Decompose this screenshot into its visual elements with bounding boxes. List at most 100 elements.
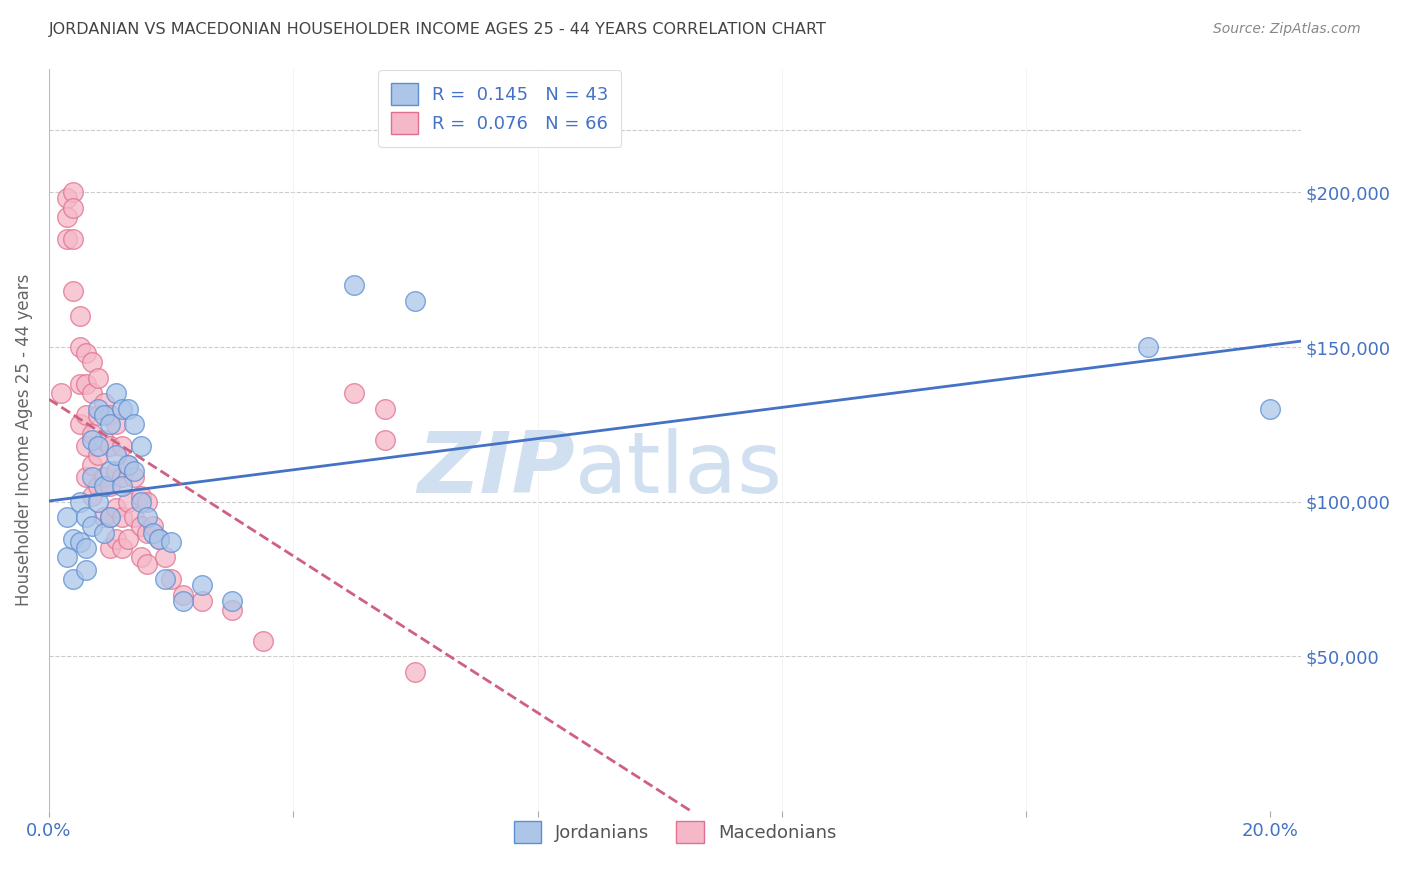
Point <box>98 510 121 524</box>
Point <box>117 458 139 472</box>
Point <box>98 510 121 524</box>
Point <box>75 408 97 422</box>
Point <box>75 510 97 524</box>
Point <box>105 417 128 432</box>
Point <box>142 525 165 540</box>
Point <box>75 377 97 392</box>
Point <box>80 433 103 447</box>
Point <box>124 470 146 484</box>
Point <box>111 541 134 556</box>
Point <box>105 386 128 401</box>
Point <box>98 464 121 478</box>
Point <box>105 464 128 478</box>
Point <box>129 439 152 453</box>
Point <box>93 510 115 524</box>
Point <box>111 470 134 484</box>
Point <box>135 494 157 508</box>
Point <box>124 510 146 524</box>
Point <box>69 535 91 549</box>
Point <box>135 525 157 540</box>
Point <box>93 408 115 422</box>
Point <box>87 439 110 453</box>
Point <box>62 572 84 586</box>
Point <box>252 634 274 648</box>
Point <box>62 532 84 546</box>
Point <box>160 535 183 549</box>
Point <box>148 532 170 546</box>
Point <box>75 346 97 360</box>
Point <box>98 479 121 493</box>
Point <box>98 417 121 432</box>
Point <box>221 594 243 608</box>
Point <box>69 340 91 354</box>
Point <box>80 470 103 484</box>
Point <box>87 448 110 462</box>
Point <box>105 500 128 515</box>
Point <box>87 408 110 422</box>
Point <box>69 417 91 432</box>
Point <box>56 210 79 224</box>
Point <box>62 232 84 246</box>
Text: Source: ZipAtlas.com: Source: ZipAtlas.com <box>1213 22 1361 37</box>
Point <box>1137 340 1160 354</box>
Point <box>93 395 115 409</box>
Point <box>87 401 110 416</box>
Point <box>374 401 396 416</box>
Point <box>129 494 152 508</box>
Point <box>87 371 110 385</box>
Point <box>1260 401 1282 416</box>
Point <box>221 603 243 617</box>
Point <box>111 401 134 416</box>
Point <box>117 532 139 546</box>
Point <box>343 386 366 401</box>
Point <box>80 458 103 472</box>
Point <box>98 408 121 422</box>
Point <box>75 439 97 453</box>
Point <box>172 588 194 602</box>
Point <box>93 479 115 493</box>
Point <box>105 532 128 546</box>
Point <box>343 278 366 293</box>
Point <box>129 550 152 565</box>
Point <box>111 479 134 493</box>
Point <box>124 464 146 478</box>
Point <box>148 532 170 546</box>
Point <box>98 439 121 453</box>
Point <box>87 494 110 508</box>
Point <box>129 519 152 533</box>
Point <box>80 386 103 401</box>
Point <box>111 510 134 524</box>
Point <box>93 433 115 447</box>
Point <box>190 578 212 592</box>
Point <box>87 479 110 493</box>
Point <box>160 572 183 586</box>
Point <box>93 525 115 540</box>
Point <box>117 494 139 508</box>
Point <box>56 510 79 524</box>
Point <box>93 470 115 484</box>
Point <box>117 458 139 472</box>
Point <box>111 439 134 453</box>
Point <box>75 541 97 556</box>
Point <box>153 550 176 565</box>
Point <box>56 550 79 565</box>
Point <box>80 519 103 533</box>
Point <box>98 541 121 556</box>
Point <box>62 201 84 215</box>
Point <box>80 355 103 369</box>
Point <box>69 377 91 392</box>
Point <box>404 293 426 308</box>
Point <box>75 563 97 577</box>
Point <box>117 401 139 416</box>
Point <box>153 572 176 586</box>
Text: ZIP: ZIP <box>418 428 575 511</box>
Point <box>62 285 84 299</box>
Point <box>62 186 84 200</box>
Text: atlas: atlas <box>575 428 783 511</box>
Point <box>56 232 79 246</box>
Point <box>75 470 97 484</box>
Point <box>404 665 426 679</box>
Text: JORDANIAN VS MACEDONIAN HOUSEHOLDER INCOME AGES 25 - 44 YEARS CORRELATION CHART: JORDANIAN VS MACEDONIAN HOUSEHOLDER INCO… <box>49 22 827 37</box>
Y-axis label: Householder Income Ages 25 - 44 years: Householder Income Ages 25 - 44 years <box>15 274 32 606</box>
Point <box>124 417 146 432</box>
